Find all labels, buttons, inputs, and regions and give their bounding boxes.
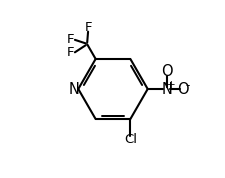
Text: O: O bbox=[177, 82, 188, 96]
Text: Cl: Cl bbox=[123, 133, 136, 146]
Text: F: F bbox=[66, 33, 74, 46]
Text: N: N bbox=[69, 82, 79, 96]
Text: F: F bbox=[66, 46, 74, 59]
Text: +: + bbox=[166, 80, 175, 90]
Text: -: - bbox=[184, 78, 189, 92]
Text: O: O bbox=[161, 64, 172, 79]
Text: F: F bbox=[84, 20, 91, 33]
Text: N: N bbox=[161, 82, 172, 96]
